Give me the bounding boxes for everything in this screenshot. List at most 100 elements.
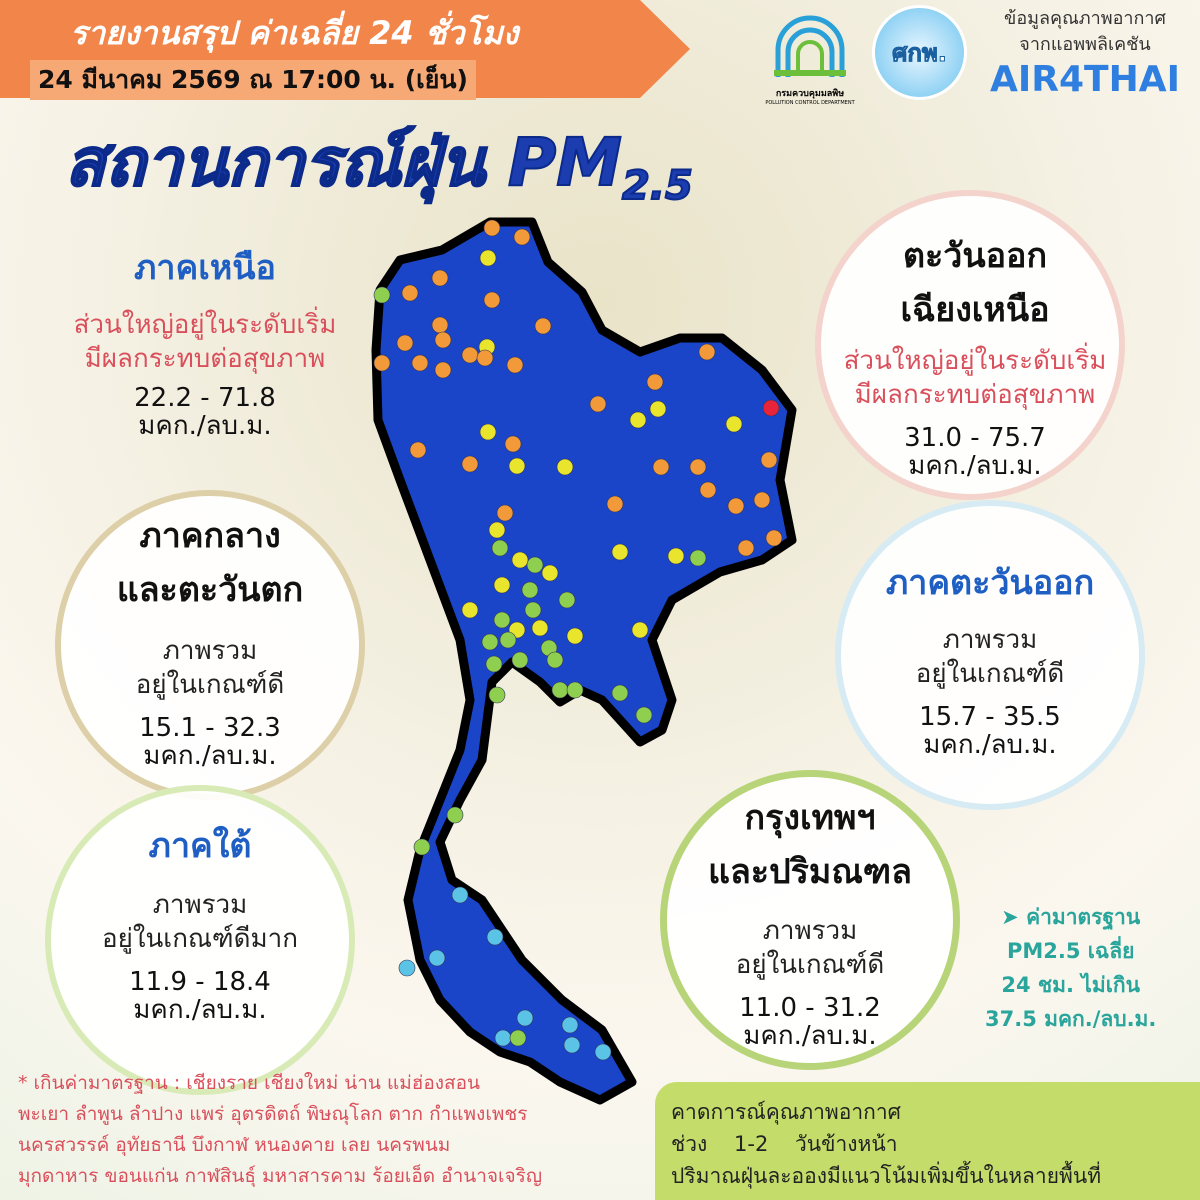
forecast-box: คาดการณ์คุณภาพอากาศ ช่วง 1-2 วันข้างหน้า… — [655, 1082, 1200, 1200]
pcd-logo: กรมควบคุมมลพิษ POLLUTION CONTROL DEPARTM… — [765, 12, 855, 106]
source-text: ข้อมูลคุณภาพอากาศ จากแอพพลิเคชัน AIR4THA… — [985, 6, 1185, 102]
station-dot — [409, 441, 427, 459]
station-dot — [506, 356, 524, 374]
station-dot — [652, 458, 670, 476]
station-dot — [551, 681, 569, 699]
air4thai-logo: AIR4THAI — [990, 59, 1180, 100]
station-dot — [485, 655, 503, 673]
bangkok-region-circle — [660, 770, 960, 1070]
station-dot — [589, 395, 607, 413]
station-dot — [479, 249, 497, 267]
gistda-logo: ศกพ. — [872, 5, 967, 100]
station-dot — [546, 651, 564, 669]
station-dot — [526, 556, 544, 574]
station-dot — [541, 564, 559, 582]
south-region-info: ภาคใต้ ภาพรวม อยู่ในเกณฑ์ดีมาก 11.9 - 18… — [101, 826, 298, 1025]
station-dot — [606, 495, 624, 513]
station-dot — [413, 838, 431, 856]
station-dot — [493, 611, 511, 629]
station-dot — [496, 504, 514, 522]
main-title: สถานการณ์ฝุ่น PM2.5 — [64, 123, 694, 210]
station-dot — [486, 928, 504, 946]
pm25-standard-note: ➤ ค่ามาตรฐาน PM2.5 เฉลี่ย 24 ชม. ไม่เกิน… — [985, 905, 1157, 1031]
east-region-info: ภาคตะวันออก ภาพรวม อยู่ในเกณฑ์ดี 15.7 - … — [885, 563, 1095, 760]
station-dot — [531, 619, 549, 637]
station-dot — [556, 458, 574, 476]
station-dot — [563, 1036, 581, 1054]
station-dot — [508, 457, 526, 475]
station-dot — [566, 627, 584, 645]
station-dot — [699, 481, 717, 499]
station-dot — [493, 576, 511, 594]
northeast-region-info: ตะวันออก เฉียงเหนือ ส่วนใหญ่อยู่ในระดับเ… — [843, 236, 1107, 481]
station-dot — [446, 806, 464, 824]
station-dot — [373, 354, 391, 372]
station-dot — [725, 415, 743, 433]
station-dot — [762, 399, 780, 417]
station-dot — [760, 451, 778, 469]
station-dot — [649, 400, 667, 418]
station-dot — [646, 373, 664, 391]
station-dot — [509, 1029, 527, 1047]
station-dot — [461, 601, 479, 619]
station-dot — [396, 334, 414, 352]
station-dot — [401, 284, 419, 302]
station-dot — [521, 581, 539, 599]
station-dot — [494, 1029, 512, 1047]
station-dot — [483, 219, 501, 237]
station-dot — [727, 497, 745, 515]
report-title: รายงานสรุป ค่าเฉลี่ย 24 ชั่วโมง — [70, 14, 519, 52]
report-datetime: 24 มีนาคม 2569 ณ 17:00 น. (เย็น) — [30, 60, 476, 100]
station-dot — [524, 601, 542, 619]
south-region-circle — [45, 785, 355, 1095]
station-dot — [483, 291, 501, 309]
station-dot — [504, 435, 522, 453]
station-dot — [629, 411, 647, 429]
station-dot — [499, 631, 517, 649]
station-dot — [513, 228, 531, 246]
station-dot — [558, 591, 576, 609]
station-dot — [689, 549, 707, 567]
station-dot — [373, 286, 391, 304]
station-dot — [434, 361, 452, 379]
station-dot — [611, 543, 629, 561]
station-dot — [594, 1043, 612, 1061]
station-dot — [566, 681, 584, 699]
station-dot — [561, 1016, 579, 1034]
station-dot — [491, 539, 509, 557]
station-dot — [753, 491, 771, 509]
northeast-region-circle — [815, 190, 1125, 500]
station-dot — [511, 651, 529, 669]
station-dot — [428, 949, 446, 967]
station-dot — [461, 455, 479, 473]
station-dot — [611, 684, 629, 702]
central-region-circle — [55, 490, 365, 800]
station-dot — [689, 458, 707, 476]
station-dots — [373, 219, 783, 1061]
station-dot — [476, 349, 494, 367]
station-dot — [667, 547, 685, 565]
station-dot — [698, 343, 716, 361]
central-region-info: ภาคกลาง และตะวันตก ภาพรวม อยู่ในเกณฑ์ดี … — [116, 516, 304, 771]
station-dot — [631, 621, 649, 639]
station-dot — [479, 423, 497, 441]
station-dot — [431, 269, 449, 287]
exceed-standard-note: * เกินค่ามาตรฐาน : เชียงราย เชียงใหม่ น่… — [18, 1072, 543, 1187]
station-dot — [411, 354, 429, 372]
north-region-info: ภาคเหนือ ส่วนใหญ่อยู่ในระดับเริ่ม มีผลกร… — [73, 248, 337, 441]
station-dot — [434, 331, 452, 349]
station-dot — [481, 633, 499, 651]
station-dot — [511, 551, 529, 569]
station-dot — [431, 316, 449, 334]
east-region-circle — [835, 500, 1145, 810]
station-dot — [635, 706, 653, 724]
station-dot — [451, 886, 469, 904]
station-dot — [488, 521, 506, 539]
bangkok-region-info: กรุงเทพฯ และปริมณฑล ภาพรวม อยู่ในเกณฑ์ดี… — [708, 798, 912, 1051]
station-dot — [737, 539, 755, 557]
station-dot — [765, 529, 783, 547]
station-dot — [534, 317, 552, 335]
station-dot — [488, 686, 506, 704]
station-dot — [461, 346, 479, 364]
